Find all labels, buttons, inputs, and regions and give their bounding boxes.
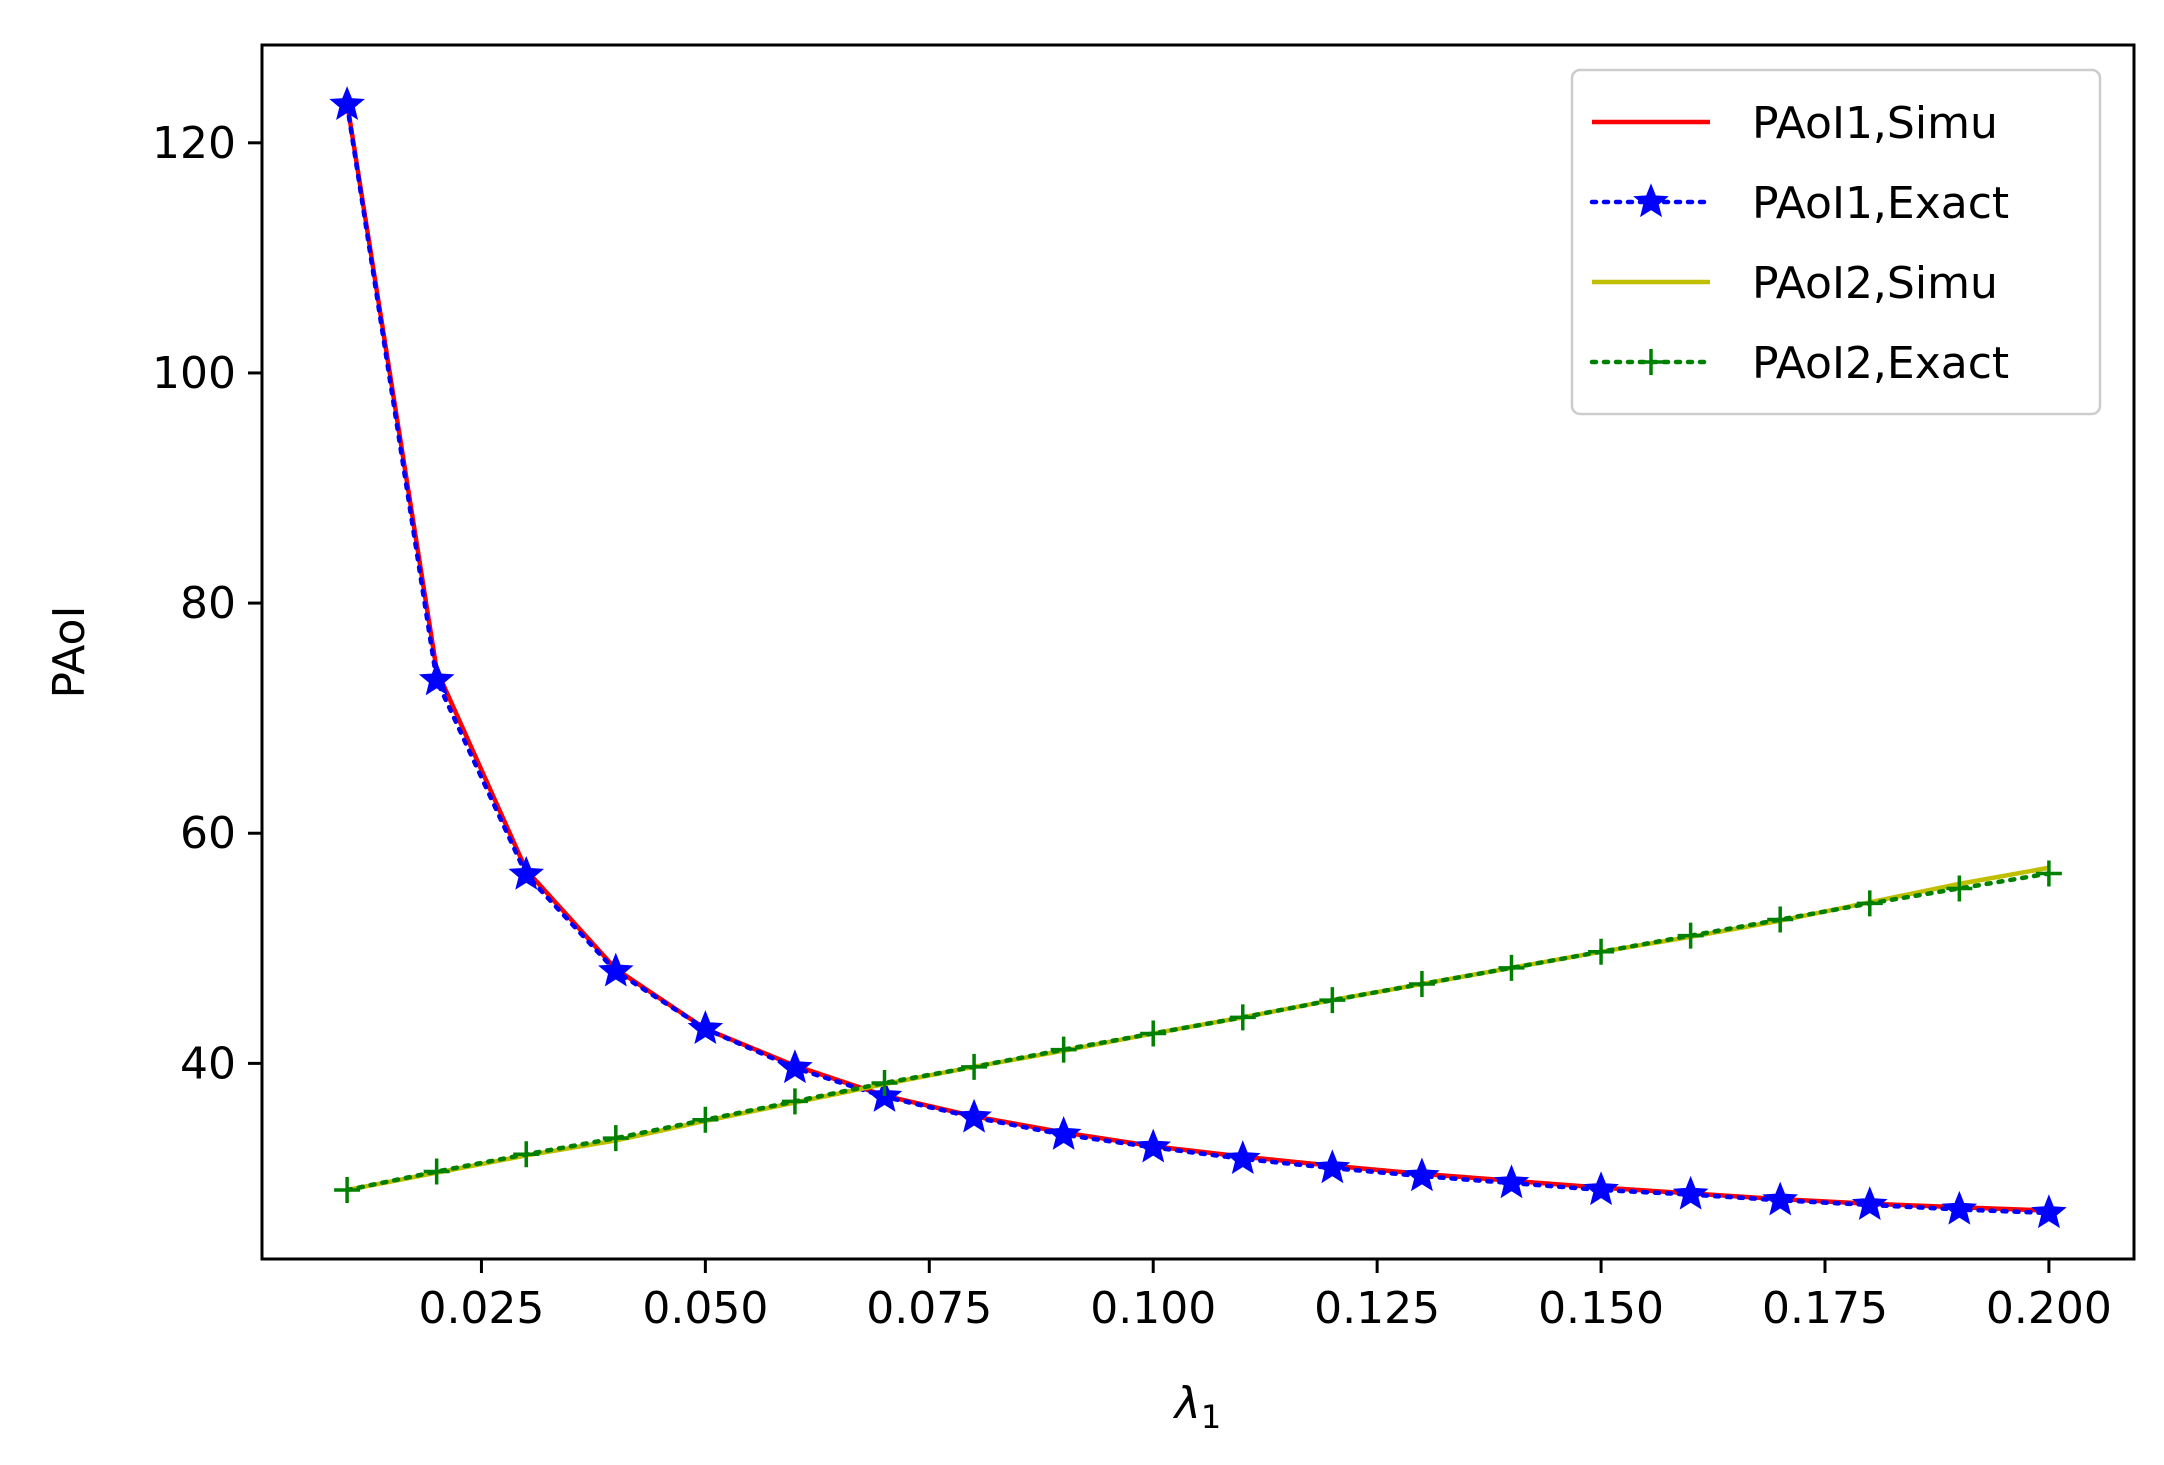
plot-layer: [329, 86, 2067, 1229]
series-2-point: [418, 661, 455, 696]
x-tick-label: 0.100: [1090, 1283, 1216, 1334]
series-line-2: [344, 102, 2052, 1216]
legend-label: PAoI2,Exact: [1752, 338, 2009, 389]
x-tick-label: 0.150: [1538, 1283, 1664, 1334]
series-4-point: [1767, 906, 1794, 933]
x-tick-label: 0.125: [1314, 1283, 1440, 1334]
legend-label: PAoI1,Simu: [1752, 98, 1998, 149]
legend-label: PAoI2,Simu: [1752, 258, 1998, 309]
series-2-point: [598, 952, 634, 987]
y-tick-label: 80: [180, 578, 236, 629]
series-2-point: [1045, 1116, 1082, 1150]
x-tick-label: 0.175: [1762, 1283, 1888, 1334]
legend-marker: [1638, 349, 1664, 375]
series-4-point: [781, 1088, 808, 1115]
legend-item-3: PAoI2,Simu: [1592, 258, 1998, 309]
x-axis-label-subscript: 1: [1201, 1398, 1221, 1436]
series-4-point: [1408, 970, 1435, 997]
series-2-point: [1583, 1171, 1619, 1206]
series-2-point: [956, 1098, 992, 1133]
series-2-point: [1493, 1164, 1530, 1199]
x-tick-label: 0.025: [418, 1283, 544, 1334]
series-2-point: [508, 855, 545, 890]
series-2-point: [1314, 1149, 1351, 1184]
series-2-point: [1404, 1157, 1440, 1192]
series-4-point: [2035, 860, 2062, 887]
series-4-point: [1946, 875, 1973, 902]
legend: PAoI1,Simu PAoI1,Exact PAoI2,Simu PAoI2,Exa…: [1570, 68, 2102, 416]
series-4-point: [692, 1106, 719, 1133]
y-tick-label: 40: [180, 1038, 236, 1089]
x-axis-label: λ1: [1173, 1378, 1221, 1436]
y-tick-label: 120: [152, 118, 236, 169]
ticks-layer: 0.025 0.050 0.075 0.100 0.125 0.150 0.175 0.200…: [152, 118, 2112, 1334]
series-2-point: [329, 86, 365, 120]
series-2: [329, 86, 2067, 1229]
series-4-point: [1319, 987, 1346, 1014]
series-2-point: [1851, 1186, 1888, 1221]
series-2-point: [1135, 1128, 1172, 1163]
series-2-point: [1762, 1181, 1798, 1216]
legend-box: [1570, 68, 2102, 416]
y-tick-label: 60: [180, 808, 236, 859]
series-2-point: [1672, 1175, 1709, 1210]
series-4-point: [1677, 922, 1704, 949]
plot-frame: [260, 43, 2136, 1261]
series-4-point: [1229, 1004, 1256, 1031]
series-4-point: [513, 1141, 540, 1168]
legend-item-4: PAoI2,Exact: [1589, 338, 2009, 389]
x-axis-label-main: λ: [1173, 1378, 1201, 1429]
series-4-point: [1498, 954, 1525, 981]
series-line-4: [344, 871, 2052, 1193]
series-4-point: [334, 1176, 361, 1203]
series-2-point: [687, 1010, 724, 1044]
legend-item-1: PAoI1,Simu: [1592, 98, 1998, 149]
y-axis-label: PAoI: [44, 606, 95, 699]
y-tick-label: 100: [152, 348, 236, 399]
series-4-point: [1140, 1020, 1167, 1047]
series-4-point: [602, 1125, 629, 1152]
series-2-point: [1941, 1190, 1978, 1225]
series-4-point: [1588, 938, 1615, 965]
x-tick-label: 0.050: [642, 1283, 768, 1334]
series-4-point: [961, 1053, 988, 1080]
series-2-point: [1224, 1140, 1261, 1175]
series-4: [334, 860, 2062, 1203]
series-2-point: [777, 1049, 813, 1084]
legend-item-2: PAoI1,Exact: [1589, 178, 2009, 229]
x-tick-label: 0.075: [866, 1283, 992, 1334]
series-4-point: [871, 1069, 898, 1096]
series-4-point: [1050, 1036, 1077, 1063]
legend-label: PAoI1,Exact: [1752, 178, 2009, 229]
x-tick-label: 0.200: [1986, 1283, 2112, 1334]
series-4-point: [423, 1158, 450, 1185]
series-2-point: [2031, 1194, 2067, 1229]
series-4-point: [1856, 890, 1883, 917]
legend-marker: [1633, 183, 1669, 218]
